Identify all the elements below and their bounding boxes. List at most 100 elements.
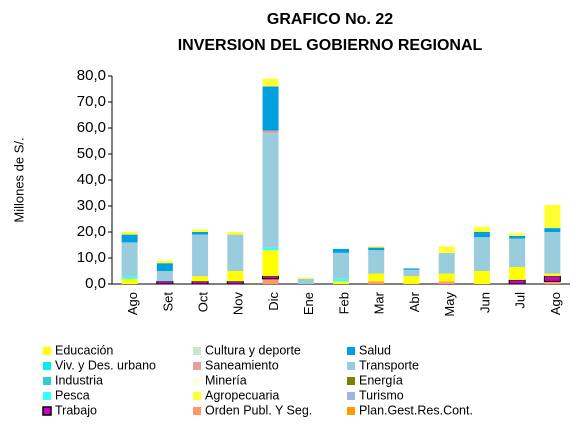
bar-segment bbox=[262, 247, 279, 251]
bar-segment bbox=[438, 273, 455, 282]
legend-swatch bbox=[193, 362, 201, 370]
bar-segment bbox=[368, 273, 385, 282]
bar-segment bbox=[509, 235, 526, 239]
bar-segment bbox=[473, 237, 490, 271]
legend-swatch bbox=[193, 392, 201, 400]
bar-segment bbox=[333, 278, 349, 282]
x-tick-label: Ago bbox=[548, 292, 563, 315]
y-tick-label: 10,0 bbox=[77, 249, 106, 266]
legend-swatch bbox=[193, 407, 201, 415]
legend-swatch bbox=[347, 392, 355, 400]
legend-swatch bbox=[43, 362, 51, 370]
bar-segment bbox=[297, 278, 314, 284]
bar-segment bbox=[297, 277, 314, 279]
bar-segment bbox=[544, 232, 561, 274]
legend-label: Energía bbox=[359, 373, 403, 387]
y-tick-label: 70,0 bbox=[77, 93, 106, 110]
y-tick-label: 30,0 bbox=[77, 197, 106, 214]
x-tick-label: Abr bbox=[407, 291, 422, 312]
bar-segment bbox=[262, 275, 280, 280]
bar-segment bbox=[544, 273, 561, 277]
bar-segment bbox=[192, 232, 209, 235]
bar-segment bbox=[544, 204, 561, 229]
bar-segment bbox=[368, 247, 385, 251]
legend-label: Viv. y Des. urbano bbox=[55, 358, 156, 372]
bar-segment bbox=[226, 280, 244, 285]
bar-segment bbox=[191, 280, 209, 285]
y-tick-label: 20,0 bbox=[77, 223, 106, 240]
bar-segment bbox=[262, 278, 279, 284]
legend-label: Minería bbox=[205, 373, 247, 387]
x-tick-label: Mar bbox=[372, 291, 387, 314]
bar-segment bbox=[262, 133, 279, 248]
legend-label: Industria bbox=[55, 373, 103, 387]
bar-segment bbox=[403, 268, 420, 270]
x-tick-label: Dic bbox=[266, 292, 281, 311]
bar-segment bbox=[156, 280, 174, 285]
legend-swatch bbox=[347, 347, 355, 355]
bar-segment bbox=[121, 232, 138, 235]
bar-segment bbox=[192, 234, 209, 277]
legend-swatch bbox=[43, 347, 51, 355]
legend-swatch bbox=[43, 392, 51, 400]
bar-segment bbox=[438, 246, 455, 253]
bar-segment bbox=[262, 78, 279, 87]
x-tick-label: Jul bbox=[513, 292, 528, 309]
bar-segment bbox=[227, 232, 244, 235]
bar-segment bbox=[543, 275, 561, 282]
bar-segment bbox=[192, 229, 209, 232]
bar-segment bbox=[473, 271, 490, 284]
bar-segment bbox=[333, 252, 349, 279]
bar-segment bbox=[403, 276, 420, 284]
bar-segment bbox=[333, 248, 349, 253]
bar-segment bbox=[156, 260, 173, 264]
bar-segment bbox=[403, 269, 420, 277]
bar-segment bbox=[262, 86, 279, 131]
legend-label: Salud bbox=[359, 343, 391, 357]
legend-label: Agropecuaria bbox=[205, 388, 279, 402]
y-tick-label: 0,0 bbox=[85, 275, 106, 292]
bar-segment bbox=[509, 233, 526, 236]
legend-label: Cultura y deporte bbox=[205, 343, 301, 357]
legend-label: Trabajo bbox=[55, 403, 97, 417]
chart-subtitle: INVERSION DEL GOBIERNO REGIONAL bbox=[178, 37, 483, 54]
legend-swatch bbox=[42, 406, 52, 416]
x-tick-label: Nov bbox=[231, 292, 246, 316]
bar-segment bbox=[473, 232, 490, 238]
bar-segment bbox=[368, 281, 385, 284]
bar-segment bbox=[544, 281, 561, 284]
bar-segment bbox=[368, 250, 385, 274]
legend-label: Turismo bbox=[359, 388, 404, 402]
x-tick-label: Feb bbox=[336, 292, 351, 314]
legend-label: Pesca bbox=[55, 388, 90, 402]
bar-segment bbox=[121, 278, 138, 284]
legend-swatch bbox=[347, 377, 355, 385]
bar-segment bbox=[368, 246, 385, 248]
bar-segment bbox=[156, 263, 173, 271]
x-tick-label: Ene bbox=[301, 292, 316, 315]
bar-segment bbox=[156, 271, 173, 282]
bar-segment bbox=[121, 276, 138, 279]
bar-segment bbox=[438, 281, 455, 284]
x-tick-label: May bbox=[442, 292, 457, 317]
bar-segment bbox=[192, 276, 209, 282]
legend-swatch bbox=[43, 377, 51, 385]
x-tick-label: Set bbox=[160, 292, 175, 312]
legend-swatch bbox=[193, 377, 201, 385]
y-tick-label: 80,0 bbox=[77, 67, 106, 84]
legend-swatch bbox=[347, 362, 355, 370]
bar-segment bbox=[509, 267, 526, 281]
bar-segment bbox=[509, 238, 526, 268]
bar-segment bbox=[473, 226, 490, 232]
bar-segment bbox=[438, 252, 455, 274]
legend-swatch bbox=[347, 407, 355, 415]
legend-label: Educación bbox=[55, 343, 113, 357]
legend-label: Transporte bbox=[359, 358, 419, 372]
y-tick-label: 40,0 bbox=[77, 171, 106, 188]
bar-segment bbox=[262, 130, 279, 134]
bar-segment bbox=[262, 250, 279, 277]
chart-title: GRAFICO No. 22 bbox=[267, 11, 393, 28]
bar-segment bbox=[227, 271, 244, 282]
bar-segment bbox=[544, 228, 561, 232]
